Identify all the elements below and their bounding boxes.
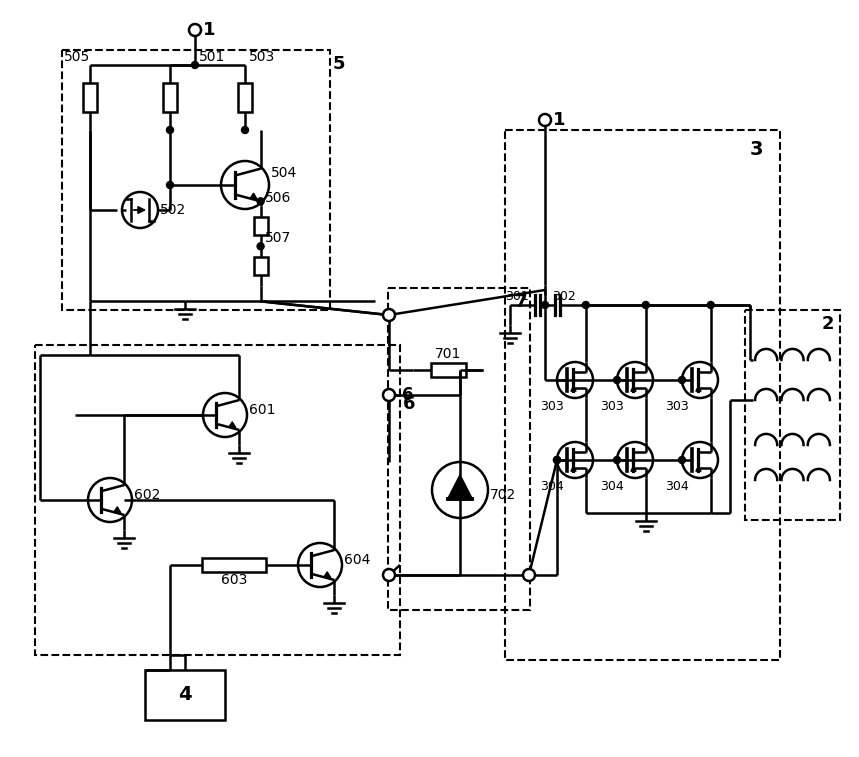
Circle shape	[553, 456, 561, 463]
Text: 602: 602	[134, 488, 161, 502]
Circle shape	[257, 243, 264, 250]
Text: 701: 701	[435, 347, 461, 361]
Text: 303: 303	[665, 400, 689, 413]
Bar	[145, 670, 225, 720]
Text: 702: 702	[490, 488, 516, 502]
Circle shape	[707, 301, 715, 309]
Circle shape	[613, 376, 620, 384]
Text: 503: 503	[249, 50, 275, 64]
Text: 3: 3	[750, 140, 764, 159]
Text: 6: 6	[402, 386, 413, 404]
Text: 502: 502	[160, 203, 186, 217]
Circle shape	[539, 114, 551, 126]
Circle shape	[192, 61, 198, 68]
Text: 302: 302	[552, 290, 576, 303]
Circle shape	[523, 569, 535, 581]
Circle shape	[582, 301, 589, 309]
Text: 601: 601	[249, 403, 276, 417]
Circle shape	[541, 301, 549, 309]
Text: 7: 7	[515, 293, 527, 311]
Text: 506: 506	[265, 192, 291, 205]
Circle shape	[189, 24, 201, 36]
Bar	[253, 217, 268, 235]
Text: 504: 504	[271, 166, 297, 180]
Circle shape	[257, 198, 264, 205]
Circle shape	[643, 301, 649, 309]
Bar	[253, 257, 268, 276]
Text: 303: 303	[600, 400, 624, 413]
Text: 304: 304	[540, 480, 564, 493]
Text: 1: 1	[203, 21, 216, 39]
Polygon shape	[448, 476, 472, 499]
Circle shape	[613, 456, 620, 463]
Text: 501: 501	[199, 50, 225, 64]
Text: 304: 304	[600, 480, 624, 493]
Text: 5: 5	[333, 55, 345, 73]
Text: 2: 2	[822, 315, 834, 333]
Circle shape	[383, 309, 395, 321]
Circle shape	[383, 569, 395, 581]
Circle shape	[553, 456, 561, 463]
Bar	[83, 83, 97, 112]
Circle shape	[383, 389, 395, 401]
Circle shape	[241, 126, 248, 133]
Bar	[430, 363, 466, 377]
Text: 301: 301	[505, 290, 529, 303]
Circle shape	[679, 376, 685, 384]
Text: 304: 304	[665, 480, 689, 493]
Bar	[238, 83, 252, 112]
Bar	[202, 558, 266, 572]
Bar	[163, 83, 177, 112]
Text: 1: 1	[553, 111, 565, 129]
Circle shape	[167, 182, 174, 188]
Text: 604: 604	[344, 553, 370, 567]
Circle shape	[167, 126, 174, 133]
Text: 603: 603	[221, 573, 247, 587]
Text: 4: 4	[178, 686, 192, 705]
Text: 303: 303	[540, 400, 564, 413]
Text: 507: 507	[265, 232, 291, 245]
Text: 6: 6	[403, 395, 416, 413]
Text: 505: 505	[64, 50, 90, 64]
Circle shape	[679, 456, 685, 463]
